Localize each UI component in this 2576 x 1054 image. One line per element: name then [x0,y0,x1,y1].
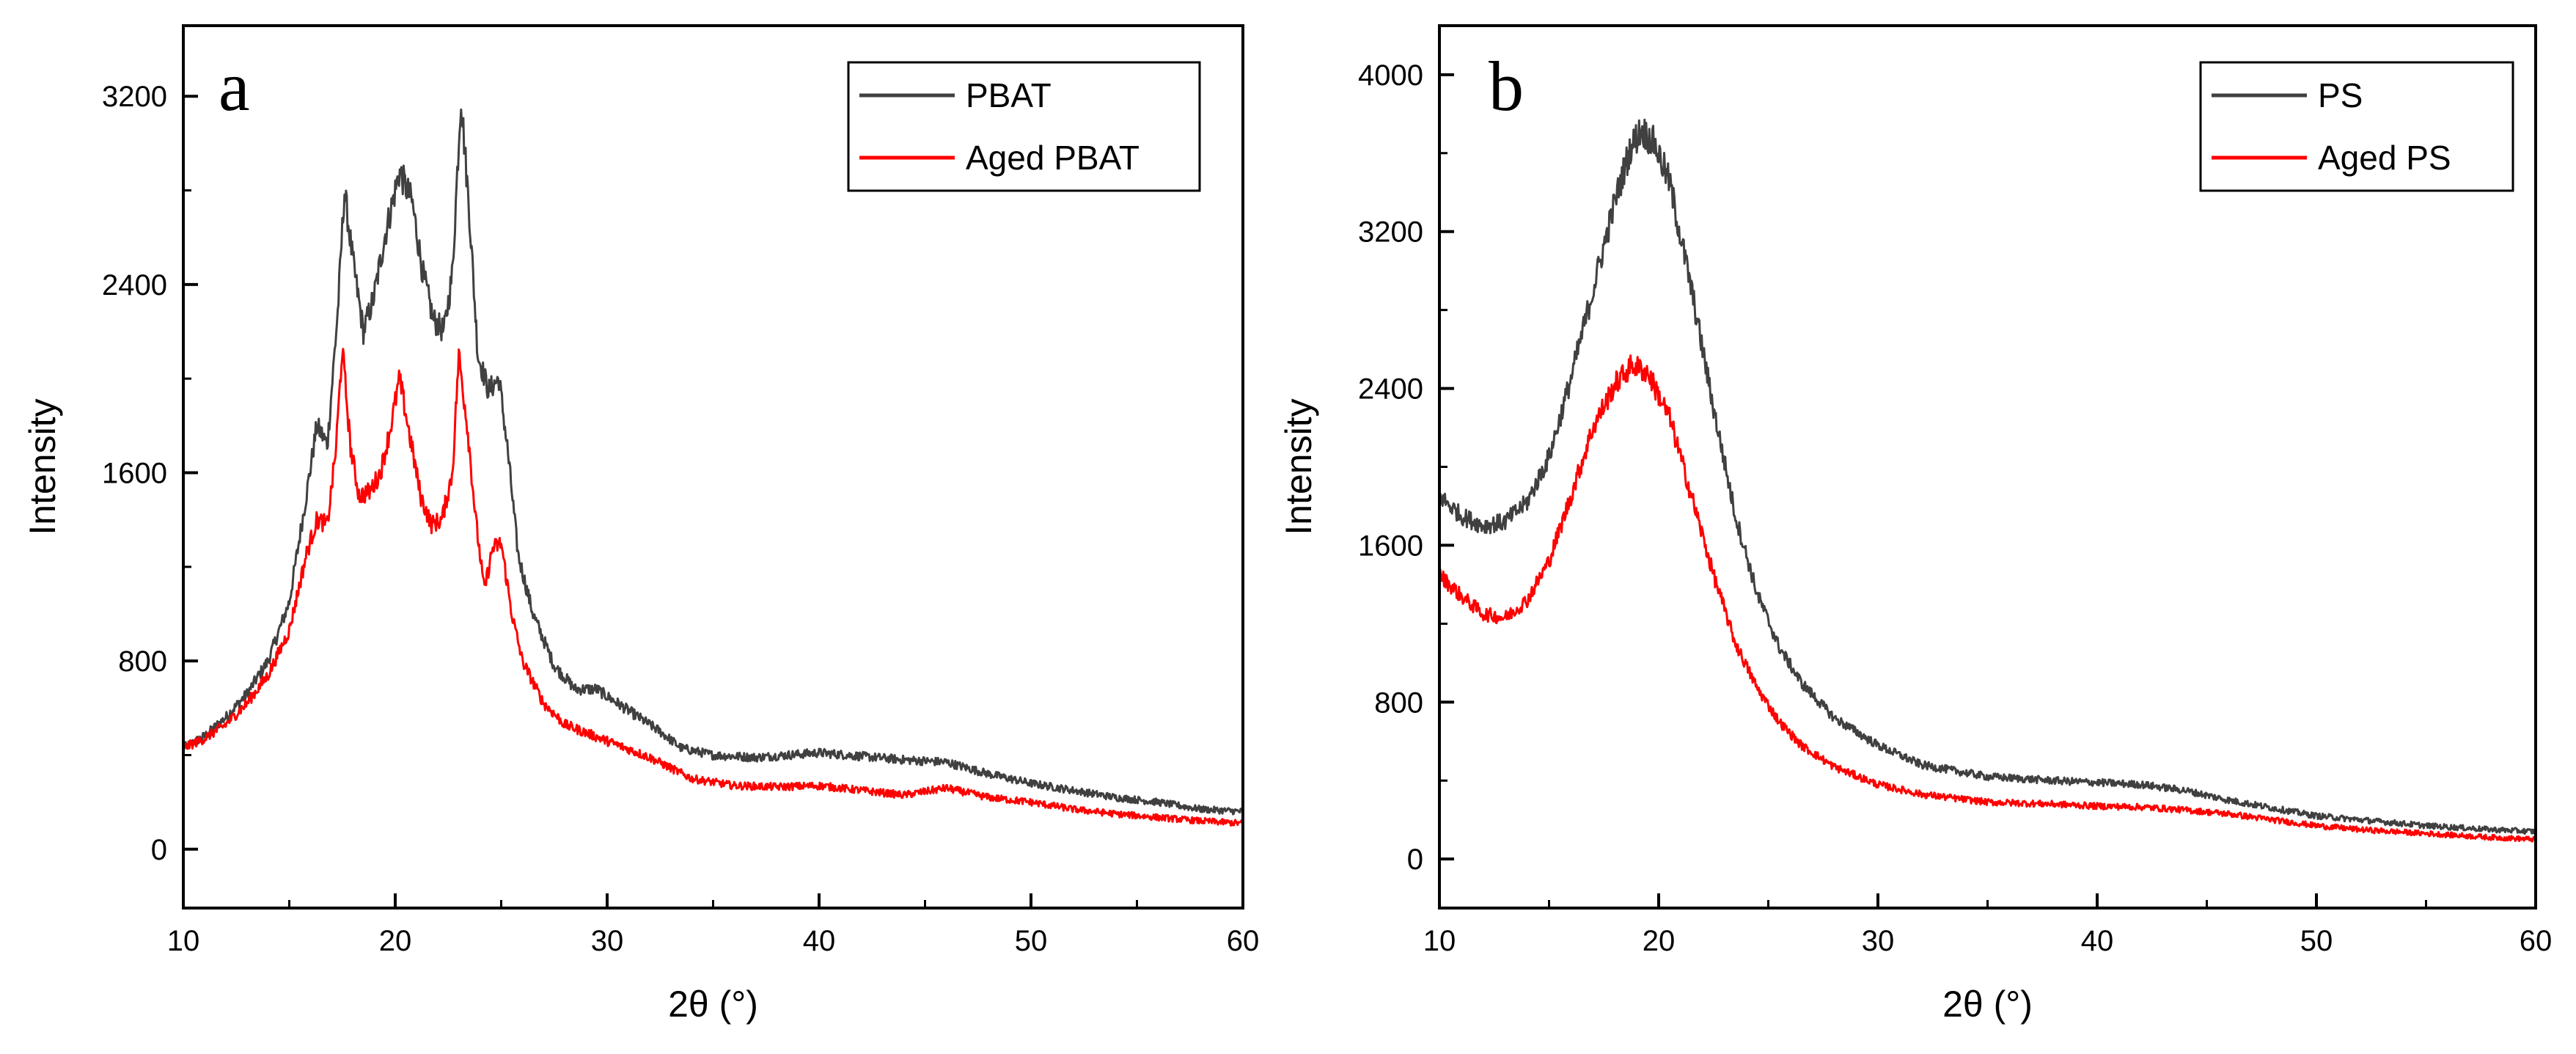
chart-panel-a: 10 20 30 40 50 60 0 800 1600 2400 3200 a 2θ (°) In… [22,24,1259,1025]
plot-frame-b [1438,24,2537,910]
x-tick-label: 50 [1015,925,1048,957]
y-axis-title-a: Intensity [22,398,63,535]
y-tick-label: 2400 [102,269,167,301]
x-tick-label: 30 [591,925,624,957]
y-tick-label: 0 [151,834,167,866]
y-tick-label: 0 [1407,843,1423,876]
series-line-ps [1438,118,2537,835]
x-axis-title-a: 2θ (°) [668,984,758,1025]
series-line-pbat [182,108,1244,816]
y-tick-label: 800 [118,645,167,678]
legend-label-ps: PS [2318,76,2363,114]
x-tick-label: 50 [2300,925,2333,957]
x-tick-label: 30 [1862,925,1895,957]
panel-label-b: b [1489,47,1524,125]
series-group-b [1438,118,2537,843]
tick-labels-a: 10 20 30 40 50 60 0 800 1600 2400 3200 [102,81,1259,957]
panel-label-a: a [219,47,250,125]
x-tick-label: 10 [1423,925,1456,957]
series-group-a [182,108,1244,827]
x-tick-label: 20 [1643,925,1676,957]
y-tick-label: 2400 [1358,373,1423,406]
x-tick-label: 20 [379,925,412,957]
y-tick-label: 1600 [102,458,167,490]
y-tick-label: 800 [1374,687,1423,719]
y-tick-label: 3200 [102,81,167,113]
legend-label-aged-ps: Aged PS [2318,139,2451,177]
legend-label-aged-pbat: Aged PBAT [966,139,1140,177]
x-tick-label: 40 [2081,925,2114,957]
legend-box-a [847,61,1201,192]
legend-box-b [2199,61,2514,192]
plot-frame-a [182,24,1244,910]
series-line-aged-pbat [182,348,1244,827]
y-tick-label: 4000 [1358,59,1423,92]
y-axis-title-b: Intensity [1278,398,1319,535]
tick-labels-b: 10 20 30 40 50 60 0 800 1600 2400 3200 4000 [1358,59,2552,957]
legend-a: PBAT Aged PBAT [847,61,1201,192]
x-tick-label: 40 [803,925,836,957]
x-axis-title-b: 2θ (°) [1942,984,2033,1025]
y-tick-label: 1600 [1358,530,1423,562]
legend-label-pbat: PBAT [966,76,1052,114]
axis-ticks-b [1438,73,2537,908]
series-line-aged-ps [1438,354,2537,843]
legend-b: PS Aged PS [2199,61,2514,192]
x-tick-label: 10 [167,925,200,957]
chart-panel-b: 10 20 30 40 50 60 0 800 1600 2400 3200 4000 b 2θ (°… [1278,24,2552,1025]
x-tick-label: 60 [2520,925,2553,957]
x-tick-label: 60 [1227,925,1260,957]
y-tick-label: 3200 [1358,216,1423,249]
